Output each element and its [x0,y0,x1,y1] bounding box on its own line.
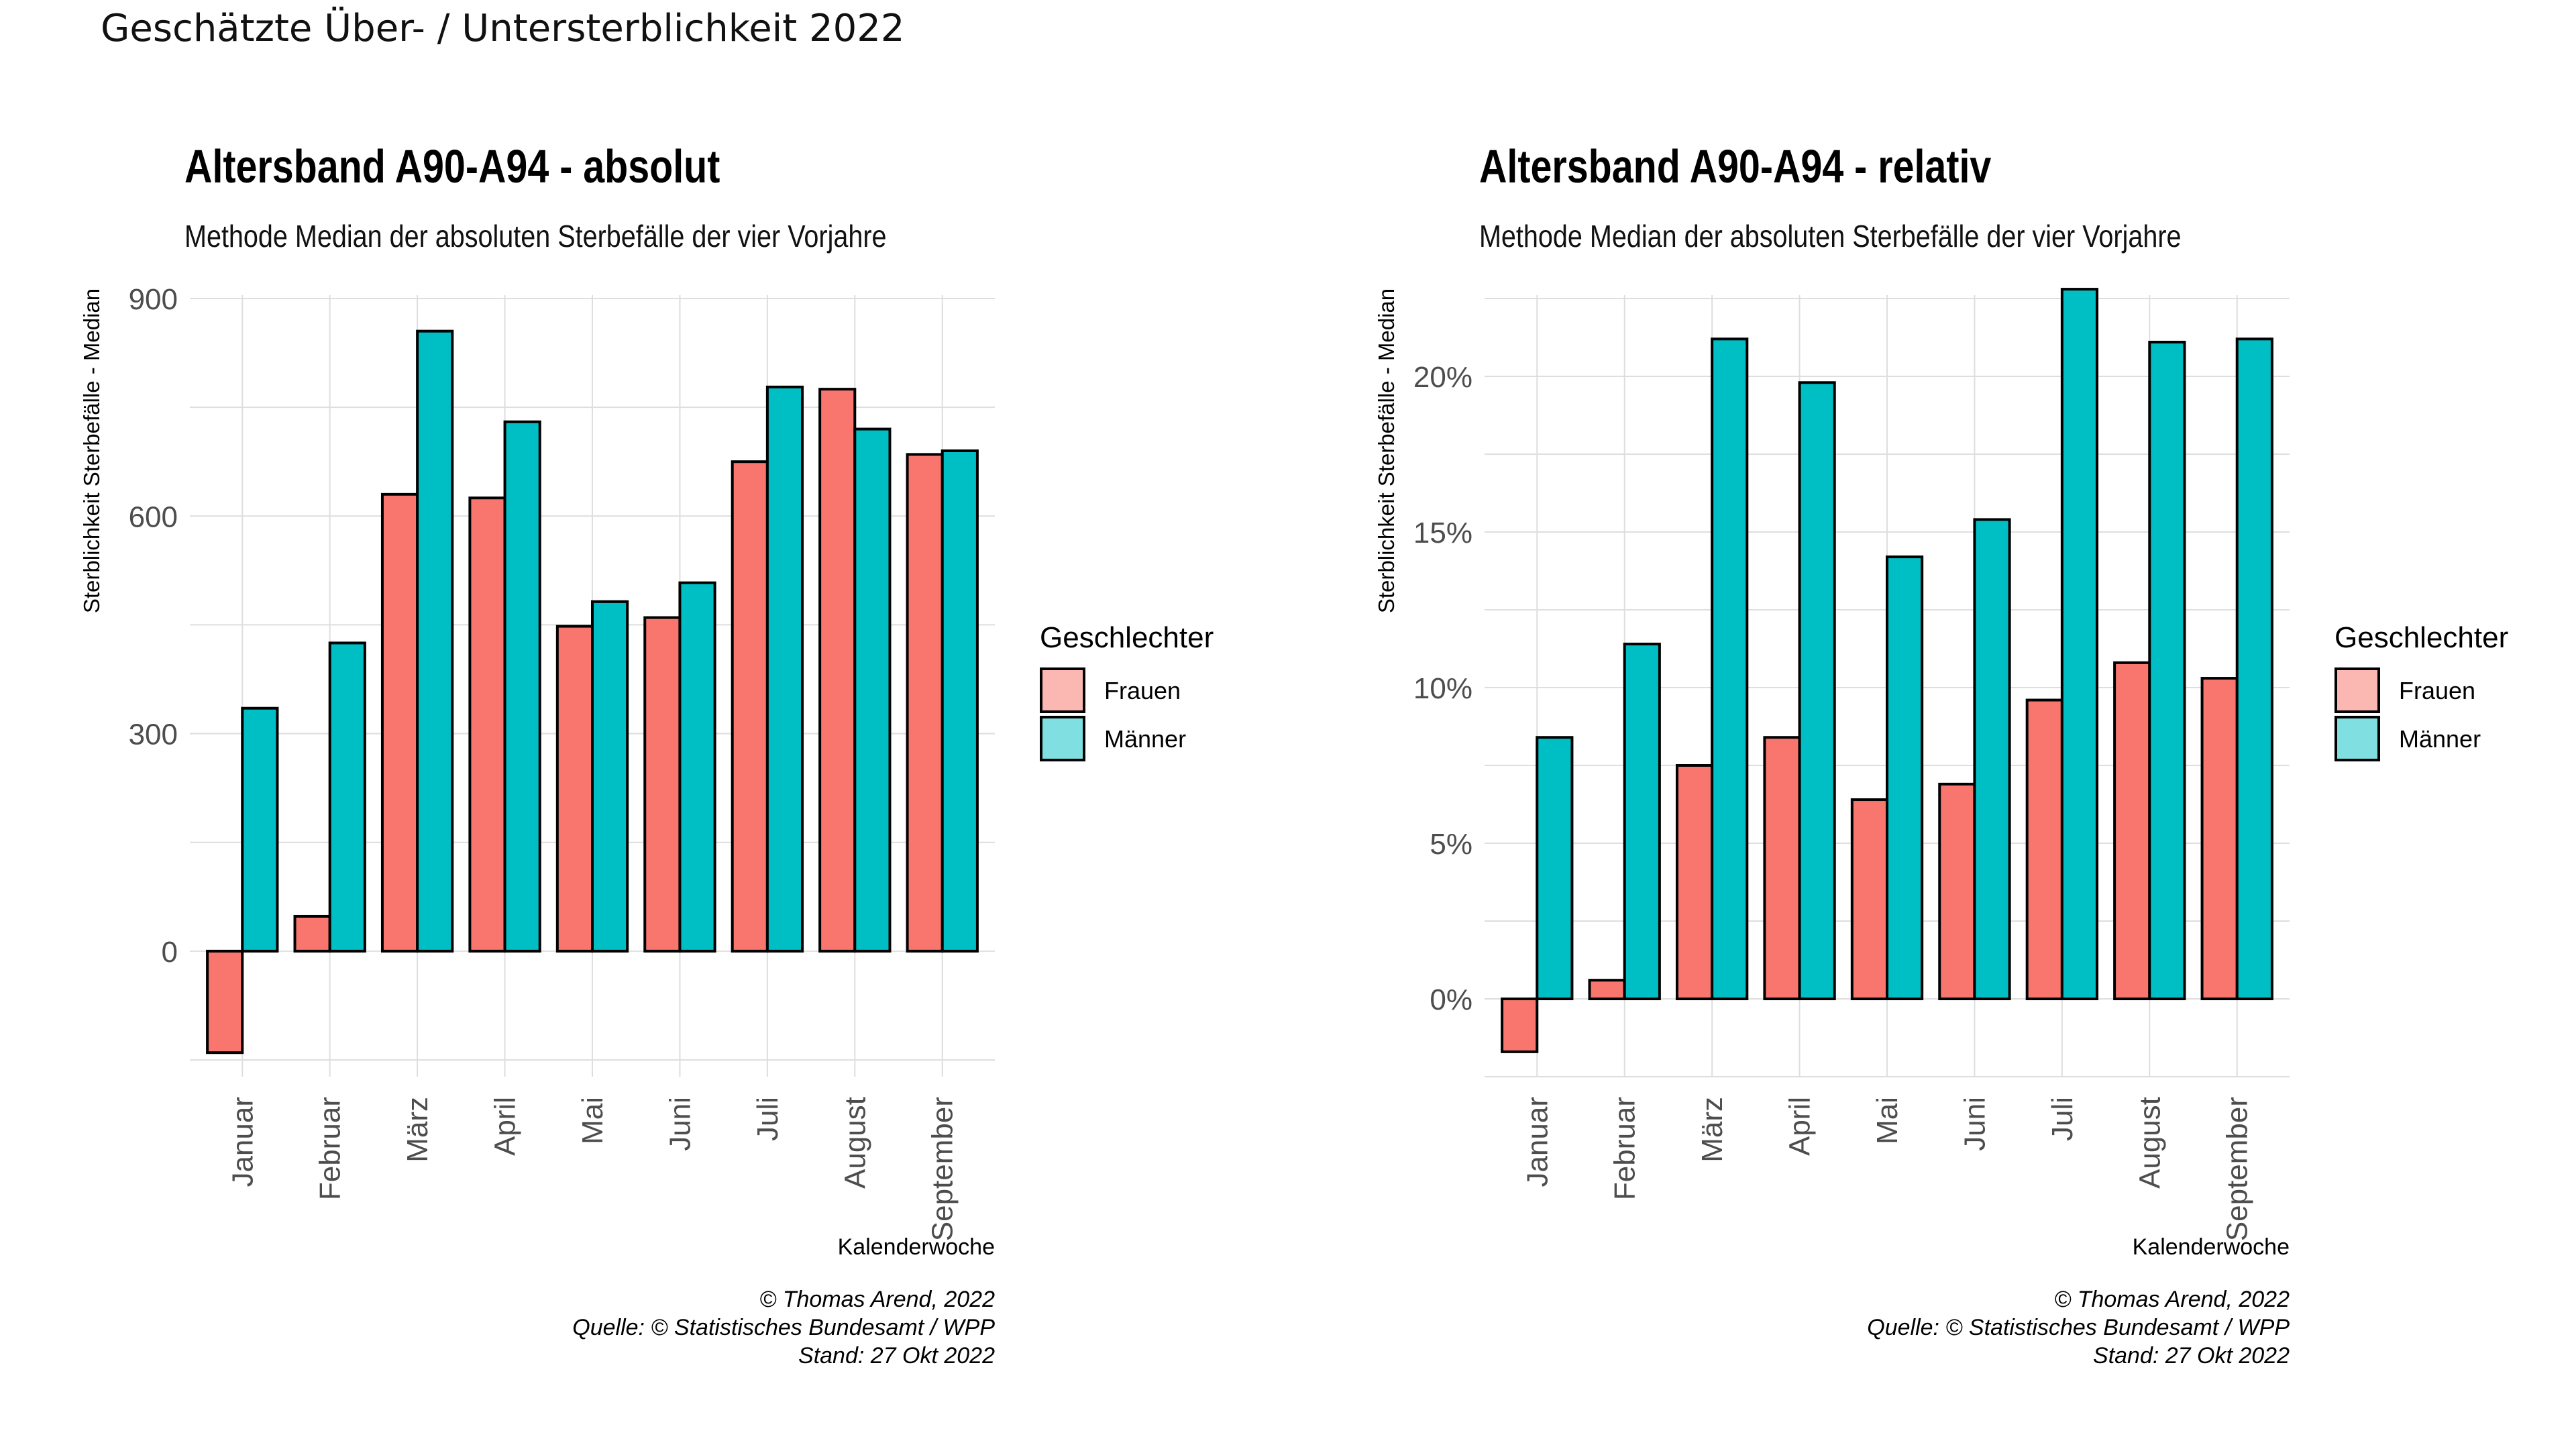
x-axis-label: Kalenderwoche [2133,1234,2290,1260]
legend-title: Geschlechter [2334,621,2508,654]
bar-mnner-6 [2060,288,2099,1001]
legend-label: Männer [1104,725,1186,753]
bar-frauen-8 [906,453,944,953]
legend-key-frauen [2334,667,2380,713]
bar-frauen-3 [1763,736,1801,1000]
series-mnner [1536,288,2273,1001]
bar-frauen-7 [818,388,857,953]
bar-mnner-8 [941,449,979,953]
x-tick-label: März [1696,1097,1729,1163]
series-mnner [241,329,979,953]
x-tick-label: August [2133,1097,2166,1189]
x-tick-label: Juni [1958,1097,1991,1151]
chart-subtitle: Methode Median der absoluten Sterbefälle… [184,219,887,254]
y-tick-label: 15% [1413,517,1472,549]
y-tick-label: 0% [1430,983,1472,1016]
y-axis-label: Sterblichkeit Sterbefälle - Median [79,288,104,613]
legend-key-mnner [1040,716,1085,761]
legend-title: Geschlechter [1040,621,1214,654]
bar-mnner-3 [1798,381,1836,1000]
y-axis-label: Sterblichkeit Sterbefälle - Median [1374,288,1399,613]
series-frauen [1501,661,2239,1053]
legend-key-frauen [1040,667,1085,713]
bar-frauen-0 [206,949,244,1055]
bar-mnner-1 [328,641,366,953]
bar-mnner-6 [765,385,804,953]
caption-line: © Thomas Arend, 2022 [759,1287,995,1312]
bar-frauen-7 [2113,661,2151,1000]
bar-frauen-6 [2025,698,2063,1001]
bar-mnner-4 [591,600,629,953]
y-tick-label: 300 [129,718,178,751]
x-tick-label: Mai [1871,1097,1904,1144]
y-tick-label: 10% [1413,672,1472,705]
caption-line: Stand: 27 Okt 2022 [798,1343,995,1368]
x-tick-label: Februar [314,1097,347,1200]
series-frauen [206,388,944,1055]
legend-label: Frauen [1104,677,1181,704]
bar-frauen-1 [293,914,331,953]
x-tick-label: Juli [2046,1097,2079,1141]
legend-label: Frauen [2399,677,2475,704]
legend-label: Männer [2399,725,2481,753]
x-tick-label: Februar [1609,1097,1642,1200]
x-tick-label: April [489,1097,522,1156]
x-tick-label: Juni [663,1097,696,1151]
bar-frauen-2 [1675,764,1714,1000]
chart-panel-2: Altersband A90-A94 - relativ Methode Medi… [1374,140,2508,1368]
bar-mnner-5 [1973,518,2011,1000]
x-tick-label: Januar [226,1097,259,1187]
chart-subtitle: Methode Median der absoluten Sterbefälle… [1479,219,2182,254]
bar-mnner-0 [1536,736,1574,1000]
chart-title: Altersband A90-A94 - relativ [1479,140,1992,193]
bar-frauen-4 [555,625,594,953]
legend-key-mnner [2334,716,2380,761]
x-tick-label: September [2221,1097,2254,1241]
bar-mnner-5 [678,581,716,953]
y-tick-label: 0 [162,936,178,969]
bar-mnner-2 [1711,337,1749,1000]
caption-line: Stand: 27 Okt 2022 [2093,1343,2290,1368]
legend: Geschlechter Frauen Männer [1040,621,1214,761]
x-tick-label: Januar [1521,1097,1554,1187]
bar-frauen-5 [1938,782,1976,1000]
x-axis-label: Kalenderwoche [838,1234,995,1260]
bar-mnner-8 [2235,337,2273,1000]
bar-frauen-2 [380,492,419,953]
bar-mnner-7 [2148,340,2186,1000]
caption-line: © Thomas Arend, 2022 [2054,1287,2290,1312]
y-tick-label: 5% [1430,828,1472,861]
bar-mnner-7 [853,427,892,953]
legend: Geschlechter Frauen Männer [2334,621,2508,761]
y-tick-label: 900 [129,283,178,316]
x-tick-label: August [839,1097,871,1189]
bar-mnner-4 [1886,555,1924,1000]
bar-frauen-0 [1501,998,1539,1053]
bar-frauen-6 [731,460,769,953]
x-tick-label: April [1784,1097,1817,1156]
bar-mnner-3 [503,420,541,953]
bar-frauen-8 [2200,677,2239,1001]
chart-title: Altersband A90-A94 - absolut [184,140,720,193]
caption-line: Quelle: © Statistisches Bundesamt / WPP [572,1315,995,1340]
x-tick-label: März [401,1097,434,1163]
chart-panel-1: Altersband A90-A94 - absolut Methode Medi… [79,140,1214,1368]
x-tick-label: Juli [751,1097,784,1141]
bar-frauen-4 [1850,798,1889,1001]
x-tick-label: Mai [576,1097,609,1144]
page-title: Geschätzte Über- / Untersterblichkeit 20… [101,7,905,50]
bar-frauen-3 [468,496,506,953]
bar-mnner-0 [241,706,279,953]
y-tick-label: 600 [129,500,178,533]
bar-frauen-1 [1588,979,1626,1001]
bar-mnner-2 [416,329,454,953]
caption-line: Quelle: © Statistisches Bundesamt / WPP [1867,1315,2290,1340]
bar-frauen-5 [643,616,682,953]
bar-mnner-1 [1623,643,1661,1000]
y-tick-label: 20% [1413,361,1472,394]
x-tick-label: September [926,1097,959,1241]
